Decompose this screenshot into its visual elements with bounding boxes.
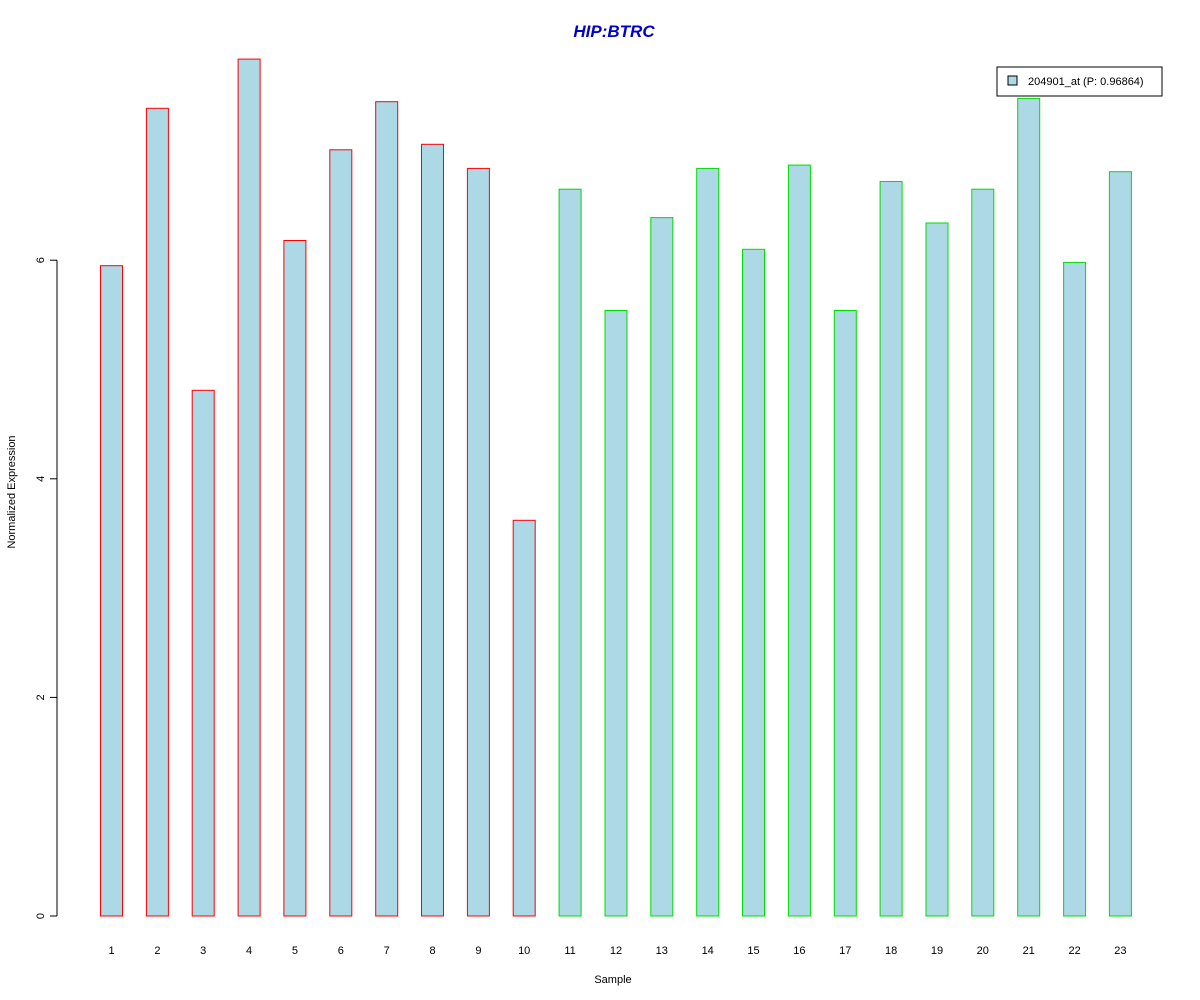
x-tick-label-6: 6 xyxy=(338,945,344,957)
bar-2 xyxy=(145,107,169,917)
y-axis: 0 2 4 6 xyxy=(35,257,58,919)
y-tick-label: 0 xyxy=(35,913,47,919)
x-tick-label-22: 22 xyxy=(1068,945,1080,957)
bar-8 xyxy=(421,143,444,917)
x-tick-label-3: 3 xyxy=(200,945,206,957)
x-tick-label-21: 21 xyxy=(1023,945,1035,957)
bar-17 xyxy=(833,310,857,917)
bar-18 xyxy=(879,181,903,917)
bars-group xyxy=(100,58,1132,917)
x-tick-label-8: 8 xyxy=(429,945,435,957)
legend-swatch xyxy=(1007,75,1018,86)
x-tick-label-20: 20 xyxy=(977,945,989,957)
x-tick-label-19: 19 xyxy=(931,945,943,957)
bar-13 xyxy=(650,217,674,917)
x-tick-label-9: 9 xyxy=(475,945,481,957)
x-tick-label-12: 12 xyxy=(610,945,622,957)
bar-4 xyxy=(237,58,261,917)
y-tick-label: 6 xyxy=(35,257,47,263)
y-tick-label: 4 xyxy=(35,476,47,482)
legend: 204901_at (P: 0.96864) xyxy=(996,66,1163,97)
x-tick-label-16: 16 xyxy=(793,945,805,957)
x-tick-label-7: 7 xyxy=(384,945,390,957)
x-tick-label-13: 13 xyxy=(656,945,668,957)
bar-21 xyxy=(1017,97,1041,917)
x-tick-label-18: 18 xyxy=(885,945,897,957)
bar-14 xyxy=(696,167,720,917)
bar-10 xyxy=(512,519,536,917)
x-tick-label-10: 10 xyxy=(518,945,530,957)
x-tick-label-14: 14 xyxy=(702,945,714,957)
bar-19 xyxy=(925,222,949,917)
x-tick-label-23: 23 xyxy=(1114,945,1126,957)
x-tick-label-5: 5 xyxy=(292,945,298,957)
bar-23 xyxy=(1108,171,1132,917)
x-tick-label-1: 1 xyxy=(108,945,114,957)
legend-label: 204901_at (P: 0.96864) xyxy=(1028,76,1144,88)
y-axis-label: Normalized Expression xyxy=(6,435,18,548)
bar-12 xyxy=(604,310,628,917)
bar-9 xyxy=(466,167,490,917)
x-tick-label-2: 2 xyxy=(154,945,160,957)
bar-11 xyxy=(558,188,582,917)
bar-1 xyxy=(100,265,123,917)
x-tick-label-17: 17 xyxy=(839,945,851,957)
chart-title: HIP:BTRC xyxy=(573,22,655,41)
bar-16 xyxy=(787,164,811,917)
bar-6 xyxy=(329,149,353,917)
x-tick-label-15: 15 xyxy=(747,945,759,957)
y-tick-label: 2 xyxy=(35,694,47,700)
bar-15 xyxy=(742,248,765,917)
bar-20 xyxy=(971,188,995,917)
bar-5 xyxy=(283,240,307,917)
bar-7 xyxy=(375,101,399,917)
bar-3 xyxy=(191,389,215,917)
x-axis: 1 2 3 4 5 6 7 8 9 10 11 12 13 14 15 16 17 18 19 20 21 22 23 xyxy=(108,945,1126,957)
x-tick-label-11: 11 xyxy=(564,945,575,957)
bar-22 xyxy=(1063,261,1087,917)
x-tick-label-4: 4 xyxy=(246,945,252,957)
x-axis-label: Sample xyxy=(594,974,631,986)
legend-box xyxy=(996,66,1163,97)
